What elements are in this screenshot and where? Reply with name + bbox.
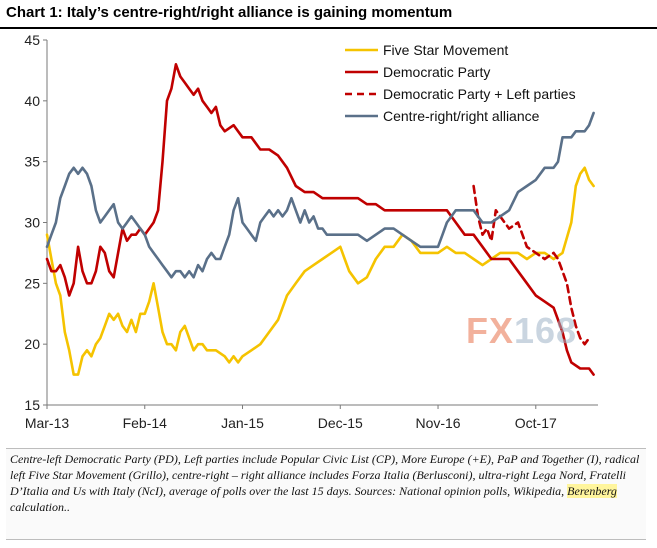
legend-label: Democratic Party + Left parties bbox=[383, 86, 576, 102]
chart-title: Chart 1: Italy’s centre-right/right alli… bbox=[6, 4, 453, 21]
legend-label: Centre-right/right alliance bbox=[383, 108, 540, 124]
y-tick-label: 40 bbox=[24, 93, 40, 109]
chart-footnote: Centre-left Democratic Party (PD), Left … bbox=[6, 448, 646, 540]
x-tick-label: Jan-15 bbox=[221, 415, 264, 431]
legend-label: Democratic Party bbox=[383, 64, 490, 80]
x-tick-label: Feb-14 bbox=[123, 415, 168, 431]
legend-label: Five Star Movement bbox=[383, 42, 508, 58]
y-tick-label: 20 bbox=[24, 336, 40, 352]
footnote-text-end: calculation.. bbox=[10, 500, 70, 514]
footnote-text: Centre-left Democratic Party (PD), Left … bbox=[10, 452, 640, 498]
x-tick-label: Mar-13 bbox=[25, 415, 70, 431]
series-line-democratic-party bbox=[45, 63, 595, 376]
x-tick-label: Dec-15 bbox=[318, 415, 363, 431]
y-tick-label: 25 bbox=[24, 275, 40, 291]
y-tick-label: 15 bbox=[24, 397, 40, 413]
footnote-highlight: Berenberg bbox=[567, 484, 617, 498]
legend: Five Star Movement Democratic Party Democr… bbox=[345, 42, 576, 124]
title-rule bbox=[0, 27, 657, 29]
y-tick-label: 45 bbox=[24, 32, 40, 48]
series-layer bbox=[45, 63, 595, 376]
chart-axes: 15 20 25 30 35 40 45 Mar-13 Feb-14 Jan-15 Dec-15 No… bbox=[24, 32, 598, 431]
y-tick-label: 35 bbox=[24, 154, 40, 170]
x-tick-label: Nov-16 bbox=[415, 415, 460, 431]
y-tick-label: 30 bbox=[24, 215, 40, 231]
series-line-five-star-movement bbox=[45, 166, 595, 376]
series-line-democratic-party-left-parties bbox=[472, 184, 591, 346]
series-line-centre-right-right-alliance bbox=[45, 111, 595, 279]
x-tick-label: Oct-17 bbox=[515, 415, 557, 431]
watermark-logo: FX168 bbox=[466, 310, 578, 351]
